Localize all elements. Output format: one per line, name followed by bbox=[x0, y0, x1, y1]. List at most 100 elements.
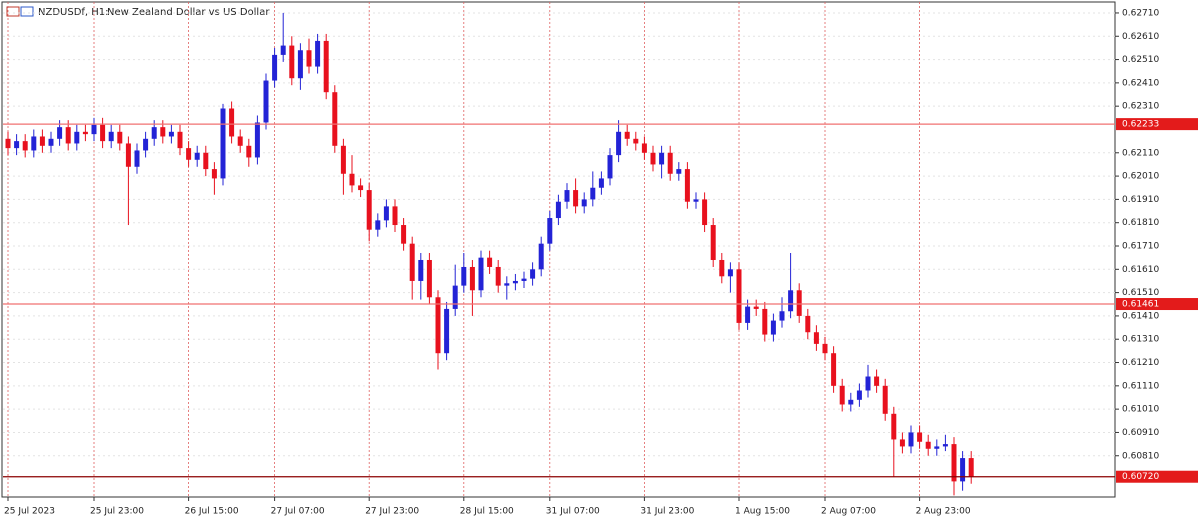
candle-body bbox=[435, 297, 441, 354]
candle-body bbox=[925, 441, 931, 449]
candle-body bbox=[555, 201, 561, 219]
candle-body bbox=[504, 283, 510, 286]
candle-body bbox=[418, 259, 424, 281]
candle-body bbox=[745, 306, 751, 323]
price-level-label: 0.62233 bbox=[1122, 120, 1159, 130]
candle-body bbox=[151, 127, 157, 139]
candle-body bbox=[426, 259, 432, 298]
candle-body bbox=[796, 290, 802, 316]
candle-body bbox=[168, 131, 174, 137]
candle-body bbox=[547, 218, 553, 244]
candle-body bbox=[177, 131, 183, 149]
candle-body bbox=[538, 243, 544, 270]
candle-body bbox=[607, 155, 613, 179]
candle-body bbox=[839, 385, 845, 405]
candle-body bbox=[14, 141, 20, 149]
chart-icon bbox=[6, 6, 20, 17]
candle-body bbox=[564, 190, 570, 202]
candle-body bbox=[237, 136, 243, 146]
x-tick-label: 27 Jul 23:00 bbox=[365, 507, 419, 517]
candle-body bbox=[487, 257, 493, 267]
price-level-box bbox=[1116, 298, 1198, 311]
candle-body bbox=[874, 376, 880, 386]
candle-body bbox=[968, 458, 974, 477]
candle-body bbox=[710, 225, 716, 260]
candle-body bbox=[82, 131, 88, 135]
price-level-box bbox=[1116, 118, 1198, 131]
candle-body bbox=[822, 343, 828, 354]
y-tick-label: 0.61210 bbox=[1122, 358, 1159, 368]
candle-body bbox=[263, 80, 269, 123]
y-tick-label: 0.61410 bbox=[1122, 311, 1159, 321]
candle-body bbox=[805, 315, 811, 333]
candle-body bbox=[478, 257, 484, 291]
candle-body bbox=[57, 127, 63, 139]
candle-body bbox=[65, 127, 71, 144]
y-tick-label: 0.61010 bbox=[1122, 405, 1159, 415]
candle-body bbox=[39, 136, 45, 146]
candle-body bbox=[272, 54, 278, 81]
candle-body bbox=[581, 199, 587, 207]
candle-body bbox=[960, 458, 966, 482]
y-tick-label: 0.62110 bbox=[1122, 148, 1159, 158]
x-tick-label: 31 Jul 23:00 bbox=[640, 507, 694, 517]
candle-body bbox=[220, 108, 226, 179]
candle-body bbox=[323, 40, 329, 93]
candle-body bbox=[452, 285, 458, 309]
candle-body bbox=[813, 332, 819, 344]
candle-body bbox=[865, 376, 871, 391]
y-tick-label: 0.61710 bbox=[1122, 242, 1159, 252]
candle-body bbox=[332, 92, 338, 146]
candle-body bbox=[74, 131, 80, 144]
candle-body bbox=[211, 169, 217, 179]
candle-body bbox=[469, 266, 475, 291]
candle-body bbox=[160, 127, 166, 137]
y-tick-label: 0.61910 bbox=[1122, 195, 1159, 205]
y-tick-label: 0.61310 bbox=[1122, 335, 1159, 345]
candle-body bbox=[289, 45, 295, 79]
price-level-label: 0.61461 bbox=[1122, 300, 1159, 310]
candle-body bbox=[349, 173, 355, 186]
x-tick-label: 25 Jul 23:00 bbox=[90, 507, 144, 517]
y-tick-label: 0.61110 bbox=[1122, 381, 1159, 391]
candle-body bbox=[882, 385, 888, 414]
chart-icon bbox=[20, 6, 34, 17]
candle-body bbox=[315, 40, 321, 67]
candle-body bbox=[366, 190, 372, 230]
candle-body bbox=[512, 280, 518, 284]
candle-body bbox=[942, 444, 948, 447]
y-tick-label: 0.62310 bbox=[1122, 102, 1159, 112]
price-level-box bbox=[1116, 470, 1198, 483]
candle-body bbox=[856, 390, 862, 400]
candle-body bbox=[22, 141, 28, 151]
y-tick-label: 0.62010 bbox=[1122, 172, 1159, 182]
candle-body bbox=[616, 131, 622, 156]
y-tick-label: 0.62710 bbox=[1122, 8, 1159, 18]
candle-body bbox=[108, 131, 114, 142]
candle-body bbox=[908, 432, 914, 447]
candle-body bbox=[848, 399, 854, 405]
y-tick-label: 0.61810 bbox=[1122, 218, 1159, 228]
candle-body bbox=[770, 320, 776, 335]
candle-body bbox=[203, 152, 209, 170]
candle-body bbox=[280, 45, 286, 55]
candle-body bbox=[641, 143, 647, 153]
candle-body bbox=[91, 124, 97, 135]
x-tick-label: 25 Jul 2023 bbox=[4, 507, 55, 517]
candle-body bbox=[5, 138, 11, 149]
y-tick-label: 0.61510 bbox=[1122, 288, 1159, 298]
candle-body bbox=[392, 206, 398, 226]
candle-body bbox=[186, 148, 192, 160]
x-tick-label: 27 Jul 07:00 bbox=[271, 507, 325, 517]
plot-frame bbox=[1, 1, 1116, 498]
candle-body bbox=[650, 152, 656, 165]
candle-body bbox=[143, 138, 149, 151]
candle-body bbox=[521, 278, 527, 281]
candle-body bbox=[917, 432, 923, 442]
x-tick-label: 2 Aug 23:00 bbox=[916, 507, 971, 517]
x-tick-label: 26 Jul 15:00 bbox=[185, 507, 239, 517]
candle-body bbox=[719, 259, 725, 277]
candle-body bbox=[409, 243, 415, 281]
y-tick-label: 0.60910 bbox=[1122, 428, 1159, 438]
